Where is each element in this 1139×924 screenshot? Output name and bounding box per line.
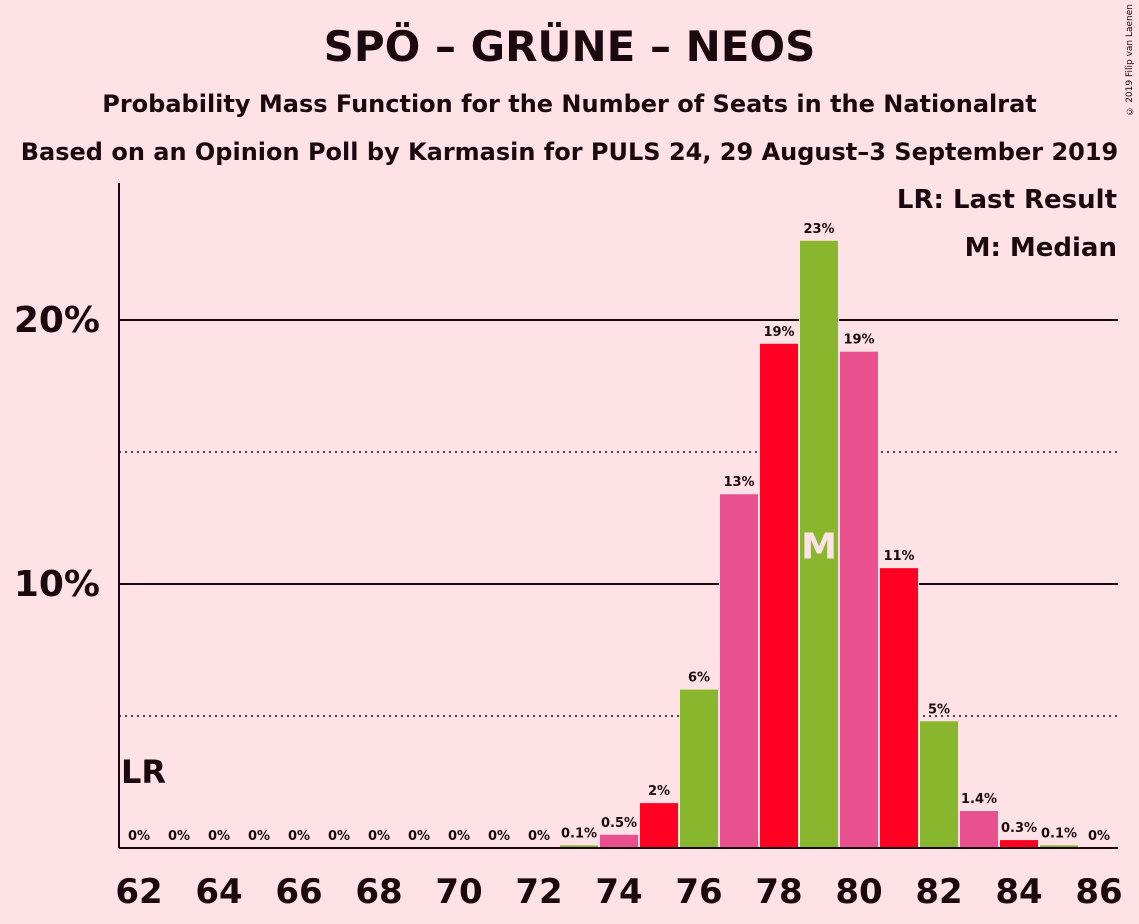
chart-subtitle-source: Based on an Opinion Poll by Karmasin for…: [20, 138, 1119, 166]
x-tick-label: 62: [115, 872, 162, 912]
data-label: 0%: [448, 829, 470, 844]
data-label: 0.1%: [1041, 826, 1077, 841]
x-tick-label: 64: [195, 872, 242, 912]
x-tick-label: 72: [515, 872, 562, 912]
x-tick-label: 84: [995, 872, 1042, 912]
data-label: 1.4%: [961, 792, 997, 807]
y-tick-label: 20%: [14, 300, 100, 341]
data-label: 0%: [288, 829, 310, 844]
legend-median: M: Median: [964, 233, 1117, 263]
bar-seat-83: [960, 811, 998, 848]
data-label: 19%: [763, 325, 794, 340]
data-label: 0.5%: [601, 816, 637, 831]
data-label: 0%: [528, 829, 550, 844]
bar-seat-75: [640, 803, 678, 848]
x-tick-label: 76: [675, 872, 722, 912]
x-tick-label: 80: [835, 872, 882, 912]
data-label: 0.1%: [561, 826, 597, 841]
data-label: 0%: [368, 829, 390, 844]
data-label: 2%: [648, 784, 670, 799]
bar-seat-74: [600, 834, 638, 848]
x-tick-label: 70: [435, 872, 482, 912]
x-tick-label: 66: [275, 872, 322, 912]
data-label: 0%: [1088, 829, 1110, 844]
data-label: 11%: [883, 549, 914, 564]
legend-last-result: LR: Last Result: [896, 185, 1117, 215]
data-label: 0%: [488, 829, 510, 844]
data-label: 19%: [843, 333, 874, 348]
data-label: 0%: [328, 829, 350, 844]
median-marker: M: [801, 526, 837, 567]
bar-seat-79: [800, 240, 838, 849]
chart-title: SPÖ – GRÜNE – NEOS: [323, 22, 816, 71]
bar-seat-81: [880, 568, 918, 848]
data-label: 0%: [168, 829, 190, 844]
bar-seat-73: [560, 845, 598, 848]
chart-subtitle: Probability Mass Function for the Number…: [102, 90, 1037, 118]
bar-seat-77: [720, 494, 758, 848]
y-tick-label: 10%: [14, 564, 100, 605]
data-label: 5%: [928, 702, 950, 717]
bar-seat-80: [840, 351, 878, 848]
data-label: 6%: [688, 671, 710, 686]
data-label: 0%: [248, 829, 270, 844]
x-tick-label: 68: [355, 872, 402, 912]
bar-seat-84: [1000, 840, 1038, 848]
data-label: 0%: [408, 829, 430, 844]
bar-seat-78: [760, 343, 798, 848]
data-label: 0.3%: [1001, 821, 1037, 836]
data-label: 23%: [803, 222, 834, 237]
data-label: 13%: [723, 475, 754, 490]
bar-seat-82: [920, 721, 958, 848]
x-tick-label: 86: [1075, 872, 1122, 912]
x-tick-label: 74: [595, 872, 642, 912]
x-tick-label: 82: [915, 872, 962, 912]
x-tick-label: 78: [755, 872, 802, 912]
bar-seat-85: [1040, 845, 1078, 848]
data-label: 0%: [128, 829, 150, 844]
last-result-marker: LR: [121, 753, 166, 791]
data-label: 0%: [208, 829, 230, 844]
bar-seat-76: [680, 689, 718, 848]
